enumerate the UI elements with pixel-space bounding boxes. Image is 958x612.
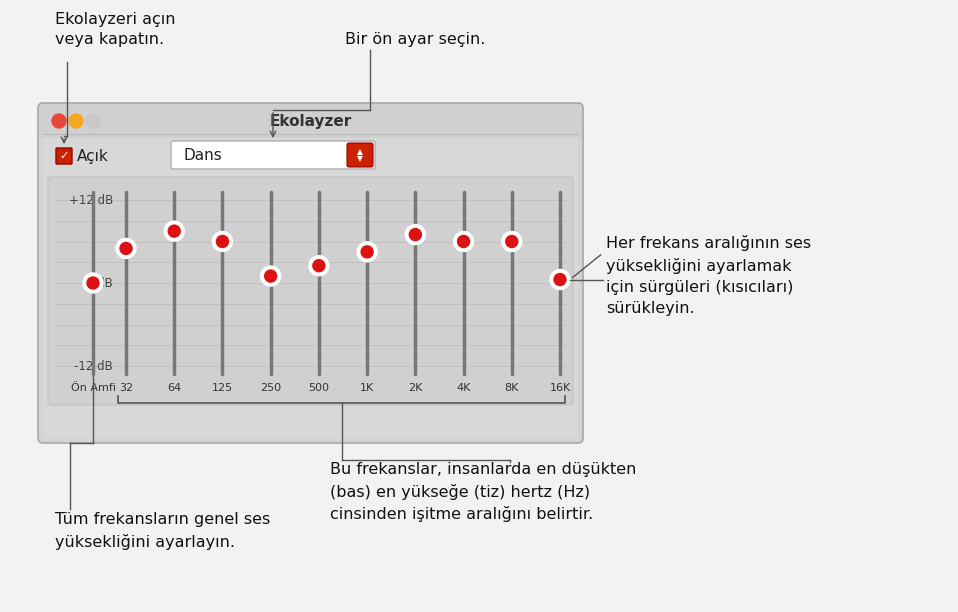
Text: 1K: 1K: [360, 383, 375, 393]
FancyBboxPatch shape: [38, 103, 583, 443]
Circle shape: [261, 266, 281, 286]
Circle shape: [83, 273, 103, 293]
Text: 16K: 16K: [549, 383, 571, 393]
Circle shape: [164, 221, 184, 241]
FancyBboxPatch shape: [48, 177, 573, 405]
FancyBboxPatch shape: [347, 143, 373, 167]
Text: Ön Amfi: Ön Amfi: [71, 383, 116, 393]
Circle shape: [52, 114, 66, 128]
Circle shape: [217, 236, 228, 247]
Text: Ekolayzeri açın
veya kapatın.: Ekolayzeri açın veya kapatın.: [55, 12, 175, 47]
Text: ▲: ▲: [357, 147, 363, 157]
Text: Ekolayzer: Ekolayzer: [269, 113, 352, 129]
Circle shape: [116, 239, 136, 258]
FancyBboxPatch shape: [56, 148, 72, 164]
Text: Her frekans aralığının ses
yüksekliğini ayarlamak
için sürgüleri (kısıcıları)
sü: Her frekans aralığının ses yüksekliğini …: [606, 235, 811, 316]
Text: Tüm frekansların genel ses
yüksekliğini ayarlayın.: Tüm frekansların genel ses yüksekliğini …: [55, 512, 270, 550]
Circle shape: [458, 236, 469, 247]
Circle shape: [550, 269, 570, 289]
Circle shape: [213, 231, 233, 252]
Text: +12 dB: +12 dB: [69, 193, 113, 206]
Text: Açık: Açık: [77, 149, 109, 163]
Circle shape: [502, 231, 522, 252]
Circle shape: [361, 246, 373, 258]
Text: Bir ön ayar seçin.: Bir ön ayar seçin.: [345, 32, 486, 47]
Text: 4K: 4K: [456, 383, 470, 393]
Text: 32: 32: [119, 383, 133, 393]
FancyBboxPatch shape: [171, 141, 375, 169]
Circle shape: [264, 270, 277, 282]
Circle shape: [69, 114, 83, 128]
Circle shape: [409, 229, 422, 241]
Circle shape: [169, 225, 180, 237]
Text: 64: 64: [167, 383, 181, 393]
Circle shape: [453, 231, 473, 252]
Circle shape: [87, 277, 99, 289]
Text: 125: 125: [212, 383, 233, 393]
Circle shape: [506, 236, 517, 247]
Text: 8K: 8K: [505, 383, 519, 393]
Text: -12 dB: -12 dB: [75, 359, 113, 373]
Text: 0 dB: 0 dB: [86, 277, 113, 289]
Text: ✓: ✓: [59, 151, 69, 161]
Text: Dans: Dans: [183, 147, 221, 163]
Circle shape: [313, 259, 325, 272]
Circle shape: [405, 225, 425, 245]
Text: 250: 250: [261, 383, 282, 393]
Circle shape: [86, 114, 100, 128]
FancyBboxPatch shape: [43, 134, 578, 438]
Circle shape: [308, 256, 329, 276]
Text: 2K: 2K: [408, 383, 422, 393]
Text: Bu frekanslar, insanlarda en düşükten
(bas) en yükseğe (tiz) hertz (Hz)
cinsinde: Bu frekanslar, insanlarda en düşükten (b…: [330, 462, 636, 522]
Circle shape: [120, 242, 132, 255]
Text: 500: 500: [308, 383, 330, 393]
Text: ▼: ▼: [357, 154, 363, 163]
FancyBboxPatch shape: [39, 104, 582, 138]
Circle shape: [554, 274, 566, 286]
Circle shape: [357, 242, 377, 262]
